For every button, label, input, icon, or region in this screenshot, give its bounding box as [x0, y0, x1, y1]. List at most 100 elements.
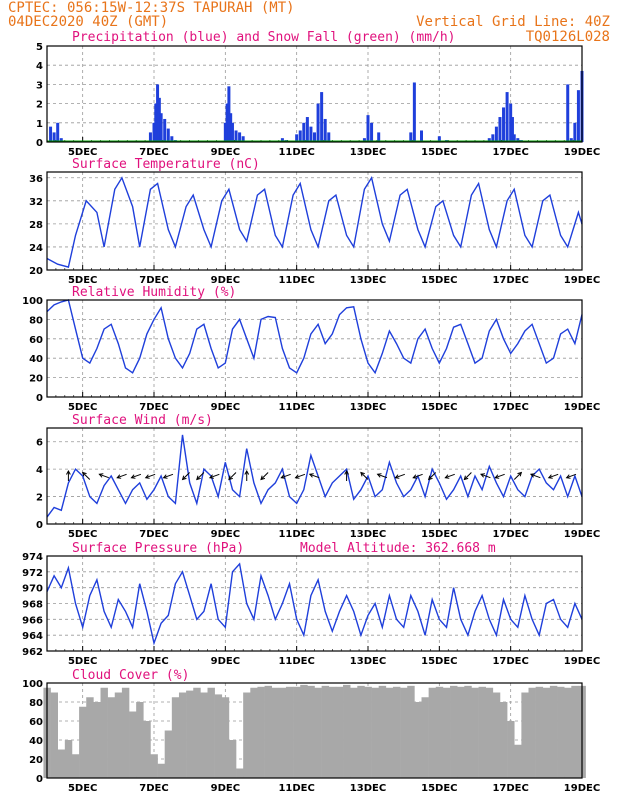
pressure-frame: [46, 555, 583, 652]
precip-xtick-label: 13DEC: [350, 147, 386, 158]
precip-bar: [230, 122, 234, 142]
precip-bar: [566, 84, 570, 142]
cloud-bar: [300, 684, 308, 778]
wind-arrow: [163, 473, 174, 479]
pressure-ytick-label: 962: [22, 647, 43, 658]
wind-arrow: [196, 472, 205, 480]
wind-arrow-head: [162, 474, 168, 479]
precip-xtick-label: 17DEC: [492, 147, 528, 158]
wind-arrow-head: [344, 469, 349, 475]
wind-arrow: [145, 473, 156, 479]
pressure-ytick-label: 970: [22, 584, 43, 595]
wind-arrow: [260, 472, 269, 480]
wind-arrow: [445, 473, 455, 479]
wind-xtick-label: 17DEC: [492, 529, 528, 540]
cloud-bar: [571, 685, 579, 778]
rh-ytick-label: 80: [29, 315, 43, 326]
rh-title: Relative Humidity (%): [72, 285, 236, 300]
wind-arrow: [82, 472, 91, 480]
wind-xtick-label: 19DEC: [564, 529, 600, 540]
precip-bar: [313, 132, 316, 142]
cloud-bar: [414, 702, 422, 778]
wind-ytick-label: 4: [36, 465, 43, 476]
precip-bar: [420, 130, 423, 142]
cloud-bar: [521, 692, 529, 778]
precip-bar: [573, 122, 577, 142]
precip-bar: [498, 117, 502, 142]
cloud-bar: [207, 687, 215, 778]
temp-ytick-label: 32: [29, 197, 43, 208]
cloud-bar: [193, 687, 201, 778]
wind-arrow-head: [260, 475, 266, 481]
precip-bar: [159, 113, 163, 142]
wind-arrow: [377, 473, 388, 479]
wind-arrow: [360, 472, 369, 480]
cloud-xtick-label: 7DEC: [139, 783, 168, 794]
precip-bar: [309, 126, 313, 142]
cloud-bar: [528, 687, 536, 778]
precip-bar: [505, 92, 509, 142]
rh-xtick-label: 5DEC: [68, 402, 97, 413]
cloud-bar: [243, 692, 251, 778]
cloud-bar: [564, 687, 572, 778]
wind-xtick-label: 9DEC: [211, 529, 240, 540]
precip-bar: [366, 115, 370, 142]
precip-bar: [491, 134, 495, 142]
wind-arrow-head: [547, 474, 553, 479]
rh-xtick-label: 11DEC: [278, 402, 314, 413]
temp-ytick-label: 36: [29, 174, 43, 185]
precip-bar: [569, 138, 573, 142]
cloud-ytick-label: 0: [36, 774, 43, 785]
cloud-bar: [314, 687, 322, 778]
wind-arrow: [117, 473, 127, 479]
pressure-xtick-label: 19DEC: [564, 656, 600, 667]
wind-xtick-label: 13DEC: [350, 529, 386, 540]
wind-arrow-head: [444, 474, 450, 479]
wind-arrow-head: [130, 474, 136, 479]
precip-bar: [238, 132, 242, 142]
wind-arrow: [309, 473, 320, 479]
cloud-bar: [178, 692, 187, 778]
precip-bar: [316, 103, 320, 142]
wind-arrow: [480, 473, 491, 479]
precip-ytick-label: 5: [36, 42, 43, 53]
wind-arrow-head: [517, 471, 523, 477]
cloud-bar: [150, 754, 158, 778]
temp-xtick-label: 15DEC: [421, 275, 457, 286]
rh-xtick-label: 15DEC: [421, 402, 457, 413]
pressure-xtick-label: 9DEC: [211, 656, 240, 667]
precip-bar: [327, 132, 331, 142]
precip-bar: [509, 103, 513, 142]
wind-ytick-label: 2: [36, 493, 43, 504]
rh-ytick-label: 20: [29, 374, 43, 385]
cloud-bar: [93, 702, 101, 778]
cloud-bar: [335, 686, 344, 778]
cloud-bar: [200, 692, 208, 778]
wind-arrow-head: [208, 474, 214, 479]
cloud-bar: [107, 697, 116, 778]
temp-xtick-label: 19DEC: [564, 275, 600, 286]
wind-arrow-head: [66, 469, 71, 475]
wind-xtick-label: 11DEC: [278, 529, 314, 540]
temp-xtick-label: 11DEC: [278, 275, 314, 286]
precip-ytick-label: 0: [36, 138, 43, 149]
precip-title: Precipitation (blue) and Snow Fall (gree…: [72, 30, 456, 45]
cloud-bar: [71, 754, 80, 778]
wind-xtick-label: 5DEC: [68, 529, 97, 540]
cloud-bar: [171, 697, 180, 778]
cloud-bar: [492, 692, 501, 778]
cloud-bar: [328, 686, 337, 778]
pressure-xtick-label: 7DEC: [139, 656, 168, 667]
pressure-xtick-label: 15DEC: [421, 656, 457, 667]
cloud-bar: [407, 685, 415, 778]
precip-bar: [412, 82, 416, 142]
rh-xtick-label: 17DEC: [492, 402, 528, 413]
wind-ytick-label: 6: [36, 438, 43, 449]
cloud-bar: [114, 692, 123, 778]
wind-arrow-head: [394, 474, 400, 479]
precip-bar: [166, 128, 170, 142]
product-code: TQ0126L028: [526, 29, 610, 45]
pressure-ytick-label: 972: [22, 568, 43, 579]
cloud-bar: [421, 697, 429, 778]
